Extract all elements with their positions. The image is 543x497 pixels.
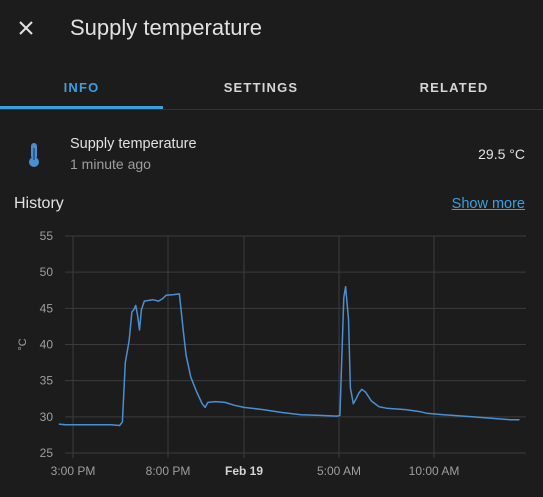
x-tick-label: 10:00 AM (409, 464, 460, 478)
x-tick-label: 5:00 AM (317, 464, 361, 478)
tab-settings[interactable]: SETTINGS (223, 79, 299, 95)
y-tick-label: 45 (40, 301, 54, 315)
x-tick-label: Feb 19 (225, 464, 263, 478)
thermometer-icon (29, 143, 39, 167)
y-axis-label: °C (17, 338, 29, 350)
tab-info[interactable]: INFO (63, 79, 100, 95)
entity-state: 29.5 °C (478, 146, 525, 162)
close-icon (19, 21, 33, 35)
y-tick-label: 55 (40, 229, 54, 243)
dialog-title: Supply temperature (70, 15, 262, 40)
y-tick-label: 25 (40, 446, 54, 460)
y-tick-label: 35 (40, 374, 54, 388)
x-tick-label: 8:00 PM (146, 464, 191, 478)
entity-row: Supply temperature 1 minute ago 29.5 °C (0, 130, 543, 180)
active-tab-indicator (0, 106, 163, 109)
tab-related[interactable]: RELATED (419, 79, 489, 95)
y-tick-label: 40 (40, 338, 54, 352)
y-tick-label: 30 (40, 410, 54, 424)
tab-bar: INFO SETTINGS RELATED (0, 68, 543, 110)
series-line (58, 285, 520, 427)
history-chart: 25 30 35 40 45 50 55 3:00 PM 8:00 PM Feb 19 5:00 A… (17, 229, 526, 478)
entity-name: Supply temperature (70, 136, 197, 152)
close-button[interactable] (12, 14, 40, 42)
entity-last-changed: 1 minute ago (70, 156, 151, 172)
show-more-link[interactable]: Show more (451, 196, 525, 212)
history-heading: History (14, 195, 64, 212)
dialog-header: Supply temperature (0, 0, 543, 58)
x-tick-label: 3:00 PM (51, 464, 96, 478)
y-tick-label: 50 (40, 265, 54, 279)
